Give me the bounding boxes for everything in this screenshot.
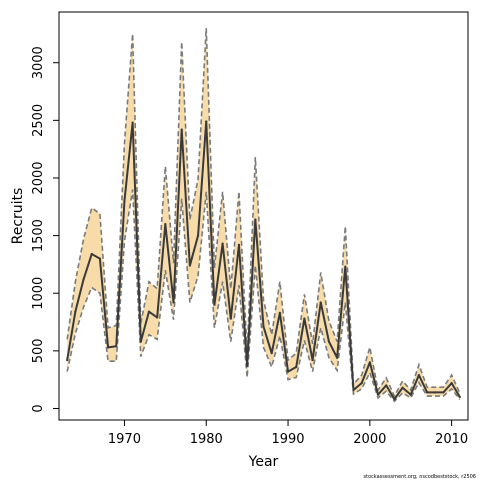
y-tick-label: 500 (31, 338, 46, 363)
data-point (106, 346, 110, 349)
data-point (327, 340, 331, 343)
y-tick-label: 2500 (31, 104, 46, 137)
data-point (278, 311, 281, 314)
data-point (303, 317, 306, 320)
data-point (196, 234, 200, 237)
data-point (426, 391, 429, 394)
data-point (74, 310, 77, 313)
confidence-band (67, 28, 460, 402)
x-tick-label: 2000 (353, 432, 386, 447)
x-tick-label: 1970 (108, 432, 141, 447)
x-axis: 1970 1980 1990 2000 2010 (108, 420, 468, 447)
data-point (385, 384, 388, 387)
y-tick-label: 2000 (31, 161, 46, 194)
upper-bound-line (66, 28, 461, 398)
data-point (360, 382, 363, 385)
data-point (139, 340, 142, 343)
data-point (401, 386, 404, 389)
data-point (180, 128, 183, 131)
data-point (376, 393, 380, 396)
data-point (237, 243, 241, 246)
data-point (336, 356, 339, 359)
x-tick-label: 1990 (271, 432, 304, 447)
lower-bound-line (66, 189, 461, 403)
data-point (221, 242, 224, 245)
data-point (458, 395, 461, 399)
y-tick-label: 1000 (31, 277, 46, 310)
x-tick-label: 2010 (435, 432, 468, 447)
data-point (442, 391, 445, 394)
data-point (90, 252, 93, 256)
data-point (319, 301, 322, 304)
data-point (213, 303, 216, 306)
data-point (172, 301, 175, 304)
data-point (82, 278, 85, 281)
x-tick-label: 1980 (190, 432, 223, 447)
data-point (270, 352, 273, 355)
data-point (164, 222, 167, 226)
data-point (368, 361, 371, 364)
data-point (147, 310, 151, 313)
series-line-layer (66, 28, 461, 403)
confidence-band-layer (67, 28, 460, 402)
y-axis-title: Recruits (10, 188, 26, 245)
data-point (205, 120, 208, 123)
data-point (434, 391, 437, 394)
data-point (409, 393, 412, 396)
data-point (352, 388, 355, 392)
x-axis-title: Year (248, 454, 279, 470)
data-point (254, 218, 257, 221)
y-tick-label: 0 (31, 404, 46, 412)
data-point (393, 398, 396, 401)
data-point (188, 264, 191, 267)
data-point (344, 265, 347, 268)
data-point (123, 199, 126, 203)
data-point (156, 316, 159, 319)
y-tick-label: 1500 (31, 219, 46, 252)
data-point (131, 121, 134, 124)
data-point (229, 317, 232, 320)
data-point (66, 358, 69, 362)
data-point (311, 358, 314, 362)
credit-text: stockassessment.org, nscodbeststock, r25… (363, 474, 476, 480)
data-point (98, 257, 101, 260)
data-point (286, 370, 290, 373)
data-point (262, 325, 265, 328)
data-point (450, 382, 453, 385)
plot-frame (58, 11, 469, 421)
data-point (246, 364, 249, 367)
data-point (295, 365, 298, 369)
y-tick-label: 3000 (31, 46, 46, 79)
data-point (115, 345, 118, 348)
data-point (417, 373, 421, 377)
y-axis: 0 500 1000 1500 2000 2500 3000 (31, 46, 59, 413)
